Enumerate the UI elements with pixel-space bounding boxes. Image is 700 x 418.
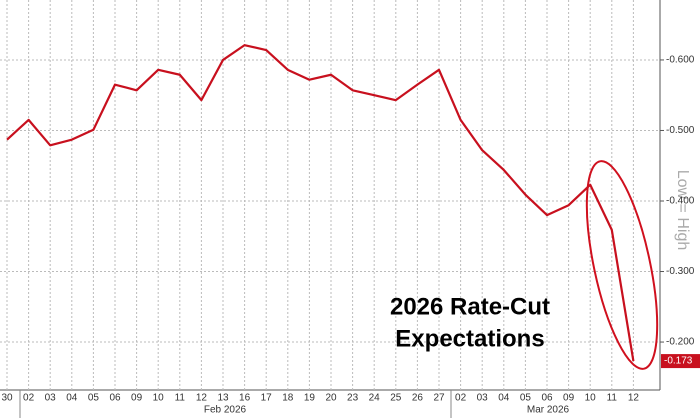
y-tick-label: -0.600 <box>666 55 695 66</box>
x-tick-label: 05 <box>88 393 100 404</box>
x-tick-label: 12 <box>628 393 640 404</box>
data-line <box>6 44 635 362</box>
annotation: Expectations <box>395 325 544 352</box>
x-tick-label: 17 <box>261 393 273 404</box>
x-tick-label: 27 <box>433 393 445 404</box>
last-value-label: -0.173 <box>664 356 693 367</box>
x-tick-label: 23 <box>347 393 359 404</box>
x-tick-label: 09 <box>131 393 143 404</box>
x-tick-label: 05 <box>520 393 532 404</box>
x-tick-label: 13 <box>217 393 229 404</box>
x-tick-label: 04 <box>498 393 510 404</box>
x-tick-label: 24 <box>369 393 381 404</box>
month-label: Mar 2026 <box>527 405 570 416</box>
x-tick-label: 03 <box>45 393 57 404</box>
x-tick-label: 03 <box>477 393 489 404</box>
x-tick-label: 25 <box>390 393 402 404</box>
y-tick-label: -0.400 <box>666 196 695 207</box>
x-tick-label: 09 <box>563 393 575 404</box>
x-tick-label: 10 <box>153 393 165 404</box>
x-tick-label: 19 <box>304 393 316 404</box>
last-value-box <box>661 354 700 369</box>
x-tick-label: 26 <box>412 393 424 404</box>
y-tick-label: -0.300 <box>666 266 695 277</box>
annotation: 2026 Rate-Cut <box>390 293 550 320</box>
y-tick-label: -0.500 <box>666 125 695 136</box>
x-tick-label: 11 <box>175 393 186 404</box>
x-tick-label: 02 <box>23 393 35 404</box>
y-tick-label: -0.200 <box>666 337 695 348</box>
highlight-ellipse <box>585 160 659 370</box>
x-tick-label: 18 <box>282 393 294 404</box>
x-tick-label: 30 <box>1 393 13 404</box>
y-axis-label: Low = High <box>674 170 691 251</box>
x-tick-label: 11 <box>607 393 618 404</box>
x-tick-label: 20 <box>325 393 337 404</box>
x-tick-label: 10 <box>585 393 597 404</box>
x-tick-label: 12 <box>196 393 208 404</box>
x-tick-label: 06 <box>541 393 553 404</box>
month-label: Feb 2026 <box>204 405 247 416</box>
x-tick-label: 04 <box>66 393 78 404</box>
x-tick-label: 16 <box>239 393 251 404</box>
x-tick-label: 02 <box>455 393 467 404</box>
x-tick-label: 06 <box>109 393 121 404</box>
